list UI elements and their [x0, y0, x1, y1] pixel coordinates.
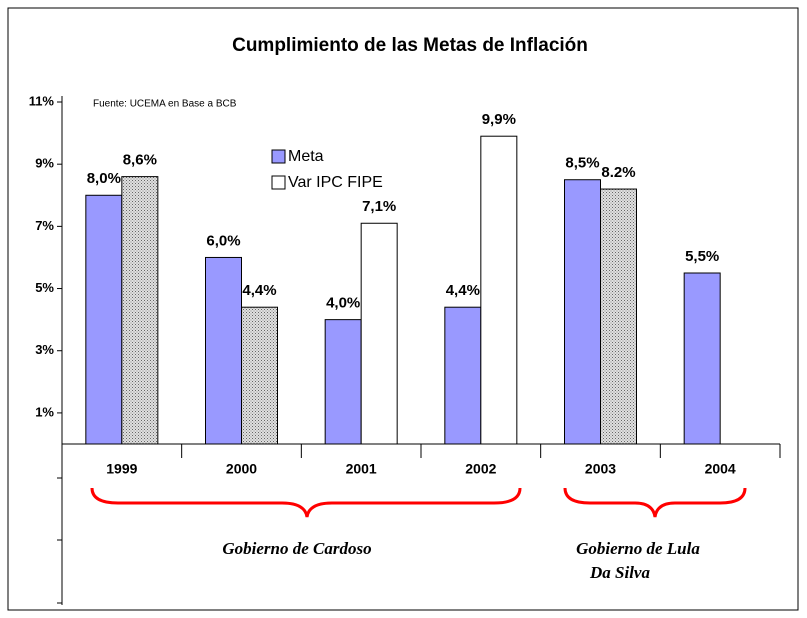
bar: [683, 272, 721, 445]
x-tick-label: 2003: [585, 461, 616, 477]
x-tick-label: 2001: [346, 461, 377, 477]
legend-label: Meta: [288, 148, 324, 165]
annotation: Gobierno de Lula: [576, 539, 700, 558]
y-tick-label: 3%: [35, 342, 54, 357]
value-label: 8,5%: [565, 155, 599, 172]
annotation: Gobierno de Cardoso: [222, 539, 371, 558]
y-tick-label: 9%: [35, 156, 54, 171]
brace: [563, 487, 747, 518]
value-label: 8.2%: [601, 164, 635, 181]
bar: [600, 188, 637, 445]
y-tick-label: 1%: [35, 404, 54, 419]
x-tick-label: 1999: [106, 461, 137, 477]
value-label: 7,1%: [362, 198, 396, 215]
annotation: Da Silva: [589, 563, 650, 582]
y-tick-label: 7%: [35, 218, 54, 233]
y-tick-label: 5%: [35, 280, 54, 295]
value-label: 4,4%: [446, 282, 480, 299]
value-label: 4,4%: [242, 282, 276, 299]
bar: [444, 306, 482, 445]
value-label: 8,6%: [123, 152, 157, 169]
bar: [121, 176, 159, 445]
bar: [564, 179, 601, 445]
x-tick-label: 2004: [705, 461, 736, 477]
extra-ticks: [57, 477, 62, 604]
bar: [360, 222, 398, 445]
legend-label: Var IPC FIPE: [288, 174, 383, 191]
bar: [480, 135, 518, 445]
brace: [90, 487, 522, 518]
bar: [85, 194, 123, 445]
x-tick-label: 2002: [465, 461, 496, 477]
y-tick-label: 11%: [29, 93, 55, 108]
value-label: 8,0%: [87, 170, 121, 187]
source-note: Fuente: UCEMA en Base a BCB: [93, 99, 237, 110]
value-label: 4,0%: [326, 295, 360, 312]
value-label: 5,5%: [685, 248, 719, 265]
chart-title: Cumplimiento de las Metas de Inflación: [232, 35, 588, 56]
value-label: 9,9%: [482, 111, 516, 128]
bar: [324, 319, 362, 445]
bar: [205, 256, 242, 445]
bar: [241, 306, 278, 445]
value-label: 6,0%: [206, 232, 240, 249]
legend-swatch: [271, 175, 286, 190]
legend-swatch: [271, 149, 286, 164]
x-tick-label: 2000: [226, 461, 257, 477]
